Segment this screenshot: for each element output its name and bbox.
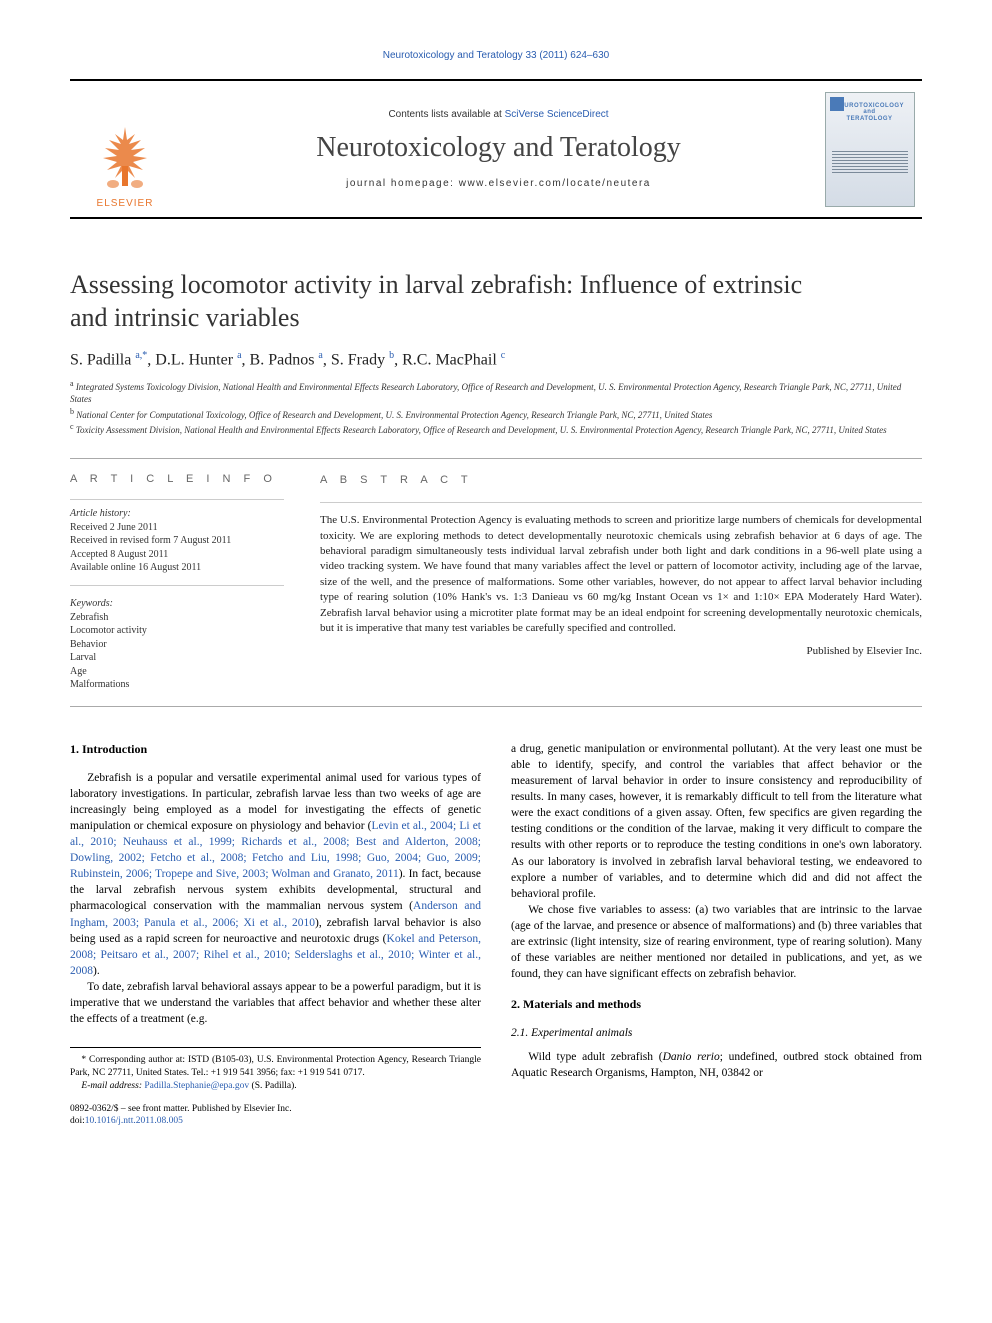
abstract-text: The U.S. Environmental Protection Agency…: [320, 513, 922, 636]
body-columns: 1. Introduction Zebrafish is a popular a…: [70, 741, 922, 1128]
email-suffix: (S. Padilla).: [249, 1081, 297, 1091]
author-3: S. Frady: [331, 351, 385, 368]
sciencedirect-link[interactable]: SciVerse ScienceDirect: [505, 109, 609, 120]
masthead-center: Contents lists available at SciVerse Sci…: [180, 81, 817, 217]
cover-title-l2: TERATOLOGY: [846, 116, 892, 122]
col2-p2: We chose five variables to assess: (a) t…: [511, 902, 922, 982]
affil-a-sup: a: [70, 379, 74, 388]
col1-p2: To date, zebrafish larval behavioral ass…: [70, 979, 481, 1027]
col2-p3: Wild type adult zebrafish (Danio rerio; …: [511, 1049, 922, 1081]
affil-a: a Integrated Systems Toxicology Division…: [70, 379, 922, 405]
column-left: 1. Introduction Zebrafish is a popular a…: [70, 741, 481, 1128]
author-2: B. Padnos: [250, 351, 315, 368]
col1-p1: Zebrafish is a popular and versatile exp…: [70, 770, 481, 979]
authors-line: S. Padilla a,*, D.L. Hunter a, B. Padnos…: [70, 350, 922, 369]
info-abstract-row: A R T I C L E I N F O Article history: R…: [70, 458, 922, 707]
kw-4: Age: [70, 665, 284, 679]
methods-heading: 2. Materials and methods: [511, 996, 922, 1013]
email-label: E-mail address:: [81, 1081, 144, 1091]
author-4: R.C. MacPhail: [402, 351, 497, 368]
title-line-1: Assessing locomotor activity in larval z…: [70, 270, 802, 299]
masthead-cover-block: NEUROTOXICOLOGY and TERATOLOGY: [817, 81, 922, 217]
email-link[interactable]: Padilla.Stephanie@epa.gov: [144, 1081, 249, 1091]
title-block: Assessing locomotor activity in larval z…: [70, 269, 922, 436]
article-info-heading: A R T I C L E I N F O: [70, 473, 284, 485]
journal-cover-thumbnail: NEUROTOXICOLOGY and TERATOLOGY: [825, 92, 915, 207]
info-rule-2: [70, 585, 284, 586]
c1p1d: ).: [93, 965, 100, 977]
affil-b-sup: b: [70, 407, 74, 416]
history-2: Accepted 8 August 2011: [70, 548, 284, 562]
article-info: A R T I C L E I N F O Article history: R…: [70, 459, 300, 706]
kw-3: Larval: [70, 651, 284, 665]
elsevier-tree-icon: [95, 122, 155, 192]
author-1-sup: a: [237, 350, 241, 361]
copyright-line: 0892-0362/$ – see front matter. Publishe…: [70, 1103, 481, 1116]
journal-homepage: journal homepage: www.elsevier.com/locat…: [346, 178, 651, 189]
cover-title-l1: NEUROTOXICOLOGY: [835, 103, 904, 109]
doi-prefix: doi:: [70, 1116, 85, 1126]
species-name: Danio rerio: [663, 1051, 720, 1063]
email-fn: E-mail address: Padilla.Stephanie@epa.go…: [70, 1080, 481, 1093]
history-hdr: Article history:: [70, 508, 284, 519]
keywords-hdr: Keywords:: [70, 598, 284, 609]
author-4-sup: c: [501, 350, 505, 361]
cover-title-and: and: [863, 109, 875, 115]
author-0-sup: a,*: [135, 350, 147, 361]
footnotes: * Corresponding author at: ISTD (B105-03…: [70, 1047, 481, 1092]
history-0: Received 2 June 2011: [70, 521, 284, 535]
cover-body-lines: [832, 151, 908, 196]
history-3: Available online 16 August 2011: [70, 561, 284, 575]
journal-name: Neurotoxicology and Teratology: [316, 132, 681, 164]
kw-5: Malformations: [70, 678, 284, 692]
affil-c-sup: c: [70, 422, 74, 431]
affiliations: a Integrated Systems Toxicology Division…: [70, 379, 922, 436]
author-3-sup: b: [389, 350, 394, 361]
affil-c: c Toxicity Assessment Division, National…: [70, 422, 922, 436]
author-2-sup: a: [318, 350, 322, 361]
title-line-2: and intrinsic variables: [70, 303, 300, 332]
animals-heading: 2.1. Experimental animals: [511, 1025, 922, 1041]
affil-b-text: National Center for Computational Toxico…: [76, 410, 712, 420]
abstract-heading: A B S T R A C T: [320, 473, 922, 488]
keywords-block: Keywords: Zebrafish Locomotor activity B…: [70, 598, 284, 692]
masthead: ELSEVIER Contents lists available at Sci…: [70, 79, 922, 219]
available-prefix: Contents lists available at: [388, 109, 504, 120]
author-0: S. Padilla: [70, 351, 131, 368]
doi-line: doi:10.1016/j.ntt.2011.08.005: [70, 1115, 481, 1128]
affil-b: b National Center for Computational Toxi…: [70, 407, 922, 421]
publisher-logo-block: ELSEVIER: [70, 81, 180, 217]
kw-2: Behavior: [70, 638, 284, 652]
corresponding-fn: * Corresponding author at: ISTD (B105-03…: [70, 1054, 481, 1080]
running-header: Neurotoxicology and Teratology 33 (2011)…: [70, 50, 922, 61]
abstract-rule: [320, 502, 922, 503]
history-1: Received in revised form 7 August 2011: [70, 534, 284, 548]
abstract-publisher: Published by Elsevier Inc.: [320, 644, 922, 659]
kw-0: Zebrafish: [70, 611, 284, 625]
article-title: Assessing locomotor activity in larval z…: [70, 269, 922, 334]
author-1: D.L. Hunter: [155, 351, 233, 368]
abstract: A B S T R A C T The U.S. Environmental P…: [300, 459, 922, 706]
page: Neurotoxicology and Teratology 33 (2011)…: [0, 0, 992, 1168]
column-right: a drug, genetic manipulation or environm…: [511, 741, 922, 1128]
c2p3a: Wild type adult zebrafish (: [528, 1051, 662, 1063]
running-header-link[interactable]: Neurotoxicology and Teratology 33 (2011)…: [383, 50, 609, 61]
publisher-name: ELSEVIER: [97, 198, 154, 209]
intro-heading: 1. Introduction: [70, 741, 481, 758]
kw-1: Locomotor activity: [70, 624, 284, 638]
cover-badge-icon: [830, 97, 844, 111]
col2-p1: a drug, genetic manipulation or environm…: [511, 741, 922, 902]
affil-c-text: Toxicity Assessment Division, National H…: [76, 425, 887, 435]
copyright-block: 0892-0362/$ – see front matter. Publishe…: [70, 1103, 481, 1129]
doi-link[interactable]: 10.1016/j.ntt.2011.08.005: [85, 1116, 183, 1126]
info-rule-1: [70, 499, 284, 500]
affil-a-text: Integrated Systems Toxicology Division, …: [70, 382, 901, 404]
available-at: Contents lists available at SciVerse Sci…: [388, 109, 608, 120]
